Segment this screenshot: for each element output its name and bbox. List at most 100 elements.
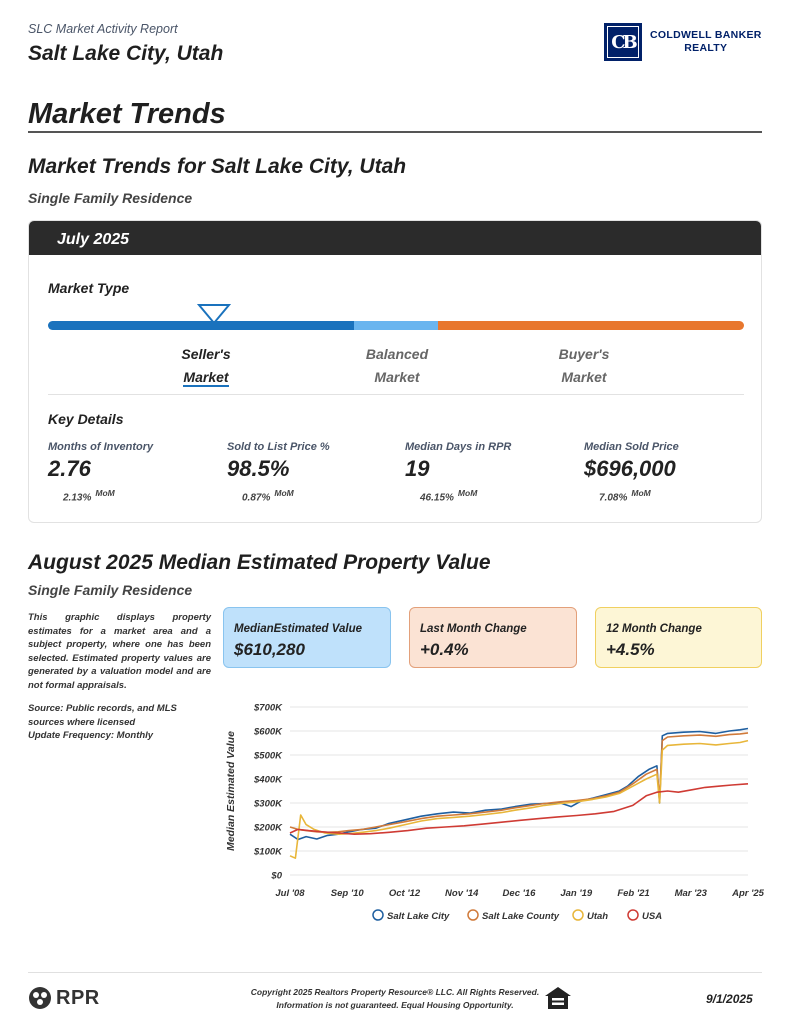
market-pointer-icon — [197, 304, 231, 325]
logo-text: COLDWELL BANKER REALTY — [650, 29, 762, 55]
last-month-change-card: Last Month Change +0.4% — [409, 607, 577, 668]
copyright-text: Copyright 2025 Realtors Property Resourc… — [240, 986, 550, 1011]
buyer-line1: Buyer's — [558, 346, 610, 362]
report-city: Salt Lake City, Utah — [28, 42, 224, 65]
rpr-logo-icon — [29, 987, 51, 1009]
kd-change-value: 46.15% — [420, 492, 454, 504]
median-estimated-value-card: MedianEstimated Value $610,280 — [223, 607, 391, 668]
balanced-market-label: Balanced Market — [357, 343, 437, 389]
key-details-label: Key Details — [48, 411, 124, 427]
card-label: MedianEstimated Value — [234, 623, 363, 635]
footer-divider — [28, 972, 762, 973]
seller-line2: Market — [183, 369, 229, 387]
property-type-label: Single Family Residence — [28, 190, 193, 206]
y-tick-label: $200K — [253, 823, 283, 834]
kd-change-value: 7.08% — [599, 492, 628, 504]
kd-median-days: Median Days in RPR 19 46.15% MoM — [405, 441, 575, 503]
balanced-segment — [354, 321, 438, 330]
balanced-line2: Market — [374, 369, 420, 385]
coldwell-banker-logo: CB COLDWELL BANKER REALTY — [604, 23, 762, 61]
card-value: +0.4% — [420, 640, 469, 659]
market-trends-heading: Market Trends for Salt Lake City, Utah — [28, 155, 407, 178]
card-value: $610,280 — [234, 640, 305, 659]
panel-divider — [48, 394, 744, 395]
legend-marker — [572, 909, 584, 921]
kd-change: 0.87% MoM — [227, 488, 397, 503]
kd-change-value: 0.87% — [242, 492, 271, 504]
market-type-bar — [48, 321, 744, 330]
x-tick-label: Oct '12 — [389, 888, 421, 899]
period-header: July 2025 — [29, 221, 761, 255]
buyer-market-label: Buyer's Market — [549, 343, 619, 389]
x-tick-label: Feb '21 — [617, 888, 649, 899]
x-tick-label: Mar '23 — [675, 888, 708, 899]
buyer-segment — [438, 321, 744, 330]
kd-label: Months of Inventory — [48, 441, 154, 453]
seller-line1: Seller's — [181, 346, 231, 362]
buyer-line2: Market — [561, 369, 607, 385]
rpr-brand: RPR — [56, 986, 100, 1009]
series-line-usa — [289, 783, 749, 835]
kd-label: Sold to List Price % — [227, 441, 330, 453]
y-tick-label: $500K — [253, 751, 283, 762]
logo-line2: REALTY — [684, 42, 728, 54]
x-tick-label: Apr '25 — [731, 888, 765, 899]
kd-change-unit: MoM — [274, 488, 294, 498]
legend-label: Salt Lake County — [482, 911, 560, 922]
seller-market-label: Seller's Market — [171, 343, 241, 389]
kd-label: Median Sold Price — [584, 441, 679, 453]
rpr-logo: RPR — [28, 986, 100, 1010]
source-info: Source: Public records, and MLS sources … — [28, 702, 211, 743]
kd-change: 2.13% MoM — [48, 488, 218, 503]
kd-months-inventory: Months of Inventory 2.76 2.13% MoM — [48, 441, 218, 503]
legend-marker — [467, 909, 479, 921]
cb-logo-icon: CB — [604, 23, 642, 61]
card-label: 12 Month Change — [606, 623, 702, 635]
market-trends-panel: July 2025 Market Type Seller's Market Ba… — [28, 220, 762, 523]
kd-value: $696,000 — [584, 456, 676, 481]
kd-change-value: 2.13% — [63, 492, 92, 504]
card-value: +4.5% — [606, 640, 655, 659]
y-axis-label: Median Estimated Value — [225, 731, 237, 851]
report-subtitle: SLC Market Activity Report — [28, 22, 178, 36]
legend-label: Utah — [587, 911, 608, 922]
x-tick-label: Nov '14 — [445, 888, 479, 899]
update-frequency: Update Frequency: Monthly — [28, 730, 154, 742]
kd-change-unit: MoM — [95, 488, 115, 498]
logo-line1: COLDWELL BANKER — [650, 29, 762, 41]
y-tick-label: $300K — [253, 799, 283, 810]
series-line-utah — [289, 739, 749, 859]
value-chart-svg: $0 $100K $200K $300K $400K $500K $600K $700K Jul… — [225, 703, 765, 923]
section-title: Market Trends — [28, 98, 226, 130]
legend-marker — [372, 909, 384, 921]
kd-value: 19 — [405, 456, 430, 481]
kd-change-unit: MoM — [631, 488, 651, 498]
kd-change: 46.15% MoM — [405, 488, 575, 503]
value-chart: $0 $100K $200K $300K $400K $500K $600K $700K Jul… — [218, 692, 768, 932]
x-tick-label: Sep '10 — [331, 888, 365, 899]
estimated-property-type: Single Family Residence — [28, 582, 193, 598]
legend-marker — [627, 909, 639, 921]
x-tick-label: Jul '08 — [275, 888, 305, 899]
kd-label: Median Days in RPR — [405, 441, 512, 453]
y-tick-label: $0 — [270, 871, 282, 882]
x-tick-label: Dec '16 — [503, 888, 537, 899]
report-date: 9/1/2025 — [706, 992, 753, 1006]
seller-segment — [48, 321, 354, 330]
card-label: Last Month Change — [420, 623, 527, 635]
kd-median-sold-price: Median Sold Price $696,000 7.08% MoM — [584, 441, 754, 503]
kd-value: 2.76 — [48, 456, 91, 481]
y-tick-label: $100K — [253, 847, 283, 858]
market-type-label: Market Type — [48, 280, 130, 296]
twelve-month-change-card: 12 Month Change +4.5% — [595, 607, 762, 668]
x-tick-label: Jan '19 — [560, 888, 593, 899]
estimated-value-title: August 2025 Median Estimated Property Va… — [28, 551, 491, 574]
y-tick-label: $600K — [253, 727, 283, 738]
equal-housing-icon — [545, 987, 571, 1009]
series-line-salt-lake-county — [289, 732, 749, 834]
kd-value: 98.5% — [227, 456, 290, 481]
section-divider — [28, 131, 762, 133]
copyright-line1: Copyright 2025 Realtors Property Resourc… — [250, 987, 540, 997]
legend-label: Salt Lake City — [387, 911, 450, 922]
balanced-line1: Balanced — [365, 346, 429, 362]
